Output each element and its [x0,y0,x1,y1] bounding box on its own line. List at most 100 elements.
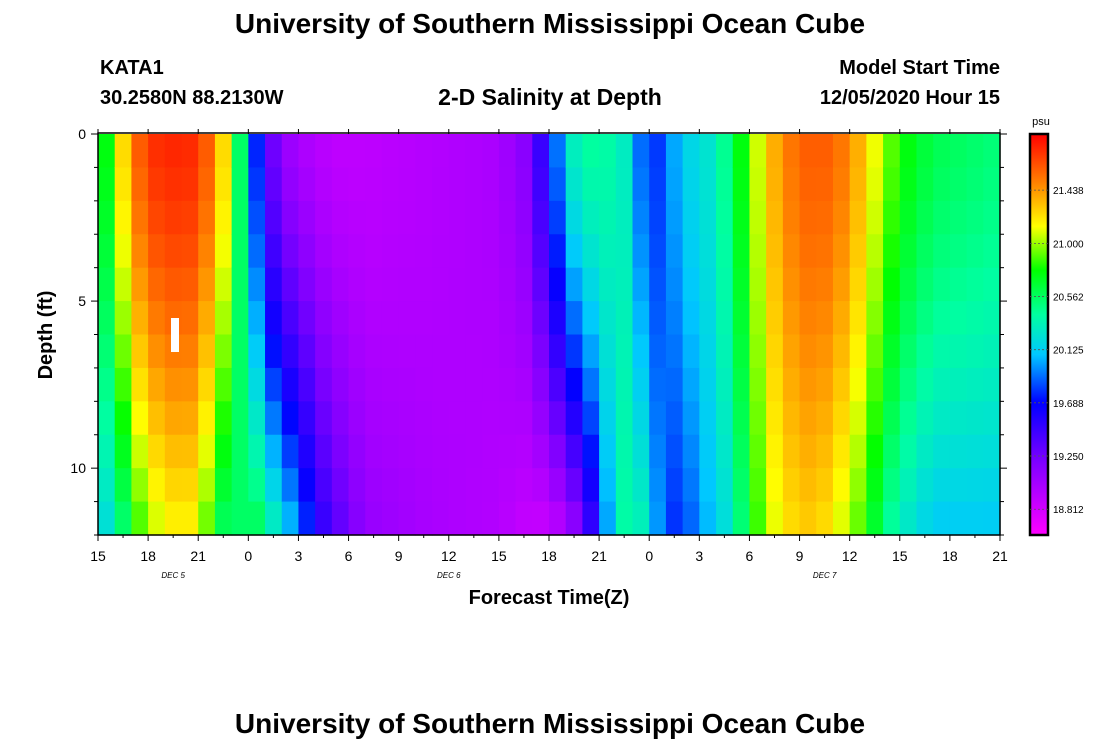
heatmap-cell [482,468,500,503]
colorbar-tick-label: 18.812 [1053,505,1084,516]
heatmap-cell [248,367,266,402]
heatmap-cell [265,234,283,269]
heatmap-cell [565,434,584,469]
heatmap-cell [298,401,316,436]
heatmap-cell [682,401,700,436]
heatmap-cell [966,200,984,235]
heatmap-cell [432,401,450,436]
heatmap-cell [565,234,584,269]
heatmap-cell [415,334,433,369]
heatmap-cell [565,501,584,536]
heatmap-cell [348,267,366,302]
heatmap-cell [883,501,901,536]
heatmap-cell [248,434,266,469]
colorbar-tick-label: 20.562 [1053,293,1084,304]
x-tick-label: 12 [842,548,858,564]
heatmap-cell [448,434,467,469]
heatmap-cell [782,301,801,336]
heatmap-cell [164,434,183,469]
heatmap-cell [849,401,867,436]
heatmap-cell [114,434,133,469]
heatmap-cell [248,301,266,336]
heatmap-cell [716,501,734,536]
heatmap-cell [214,301,233,336]
heatmap-cell [281,234,300,269]
heatmap-cell [181,301,199,336]
heatmap-cell [482,134,500,169]
heatmap-cell [231,234,249,269]
heatmap-cell [114,301,133,336]
colorbar: psu 21.438 21.000 20.562 20.125 19.688 19.250… [1028,116,1084,537]
heatmap-cell [331,234,350,269]
x-date-label: DEC 6 [437,571,461,580]
heatmap-cell [916,367,934,402]
heatmap-cell [883,134,901,169]
heatmap-cell [231,167,249,202]
heatmap-cell [415,267,433,302]
heatmap-cell [265,334,283,369]
heatmap-cell [331,434,350,469]
heatmap-cell [381,401,400,436]
heatmap-cell [966,134,984,169]
heatmap-cell [331,334,350,369]
heatmap-cell [482,501,500,536]
heatmap-cell [532,234,550,269]
heatmap-cell [766,200,784,235]
heatmap-cell [949,134,968,169]
heatmap-cell [532,401,550,436]
heatmap-cell [665,234,684,269]
heatmap-cell [949,167,968,202]
station-coords: 30.2580N 88.2130W [100,87,284,109]
heatmap-cell [649,401,667,436]
heatmap-cell [966,167,984,202]
heatmap-cell [465,234,483,269]
heatmap-cell [532,367,550,402]
heatmap-cell [866,334,884,369]
heatmap-cell [398,401,416,436]
heatmap-cell [482,401,500,436]
heatmap-cell [782,234,801,269]
heatmap-cell [498,167,517,202]
heatmap-cell [966,468,984,503]
plot-title: 2-D Salinity at Depth [438,84,662,110]
x-tick-label: 18 [140,548,156,564]
heatmap-cell [198,301,216,336]
heatmap-cell [498,468,517,503]
heatmap-cell [381,301,400,336]
heatmap-cell [315,234,333,269]
heatmap-cell [615,200,634,235]
heatmap-cell [782,134,801,169]
x-tick-label: 21 [591,548,607,564]
heatmap-cell [432,301,450,336]
heatmap-cell [231,434,249,469]
x-tick-label: 0 [244,548,252,564]
heatmap-cell [131,334,149,369]
x-tick-label: 0 [645,548,653,564]
heatmap-cell [565,334,584,369]
heatmap-cell [432,434,450,469]
heatmap-cell [716,367,734,402]
heatmap-cell [198,134,216,169]
x-tick-label: 15 [892,548,908,564]
heatmap-cell [265,501,283,536]
heatmap-cell [899,200,918,235]
heatmap-cell [365,134,383,169]
heatmap-cell [465,200,483,235]
heatmap-cell [415,200,433,235]
heatmap-cell [766,301,784,336]
heatmap-cell [148,267,166,302]
heatmap-cell [799,501,817,536]
heatmap-cell [582,468,600,503]
heatmap-cell [716,301,734,336]
heatmap-cell [699,501,717,536]
heatmap-cell [832,334,851,369]
heatmap-cell [248,134,266,169]
heatmap-cell [482,434,500,469]
heatmap-cell [114,134,133,169]
heatmap-cell [164,234,183,269]
heatmap-cell [482,200,500,235]
heatmap-cell [265,367,283,402]
x-tick-label: 21 [992,548,1008,564]
heatmap-cell [565,267,584,302]
heatmap-cell [832,234,851,269]
